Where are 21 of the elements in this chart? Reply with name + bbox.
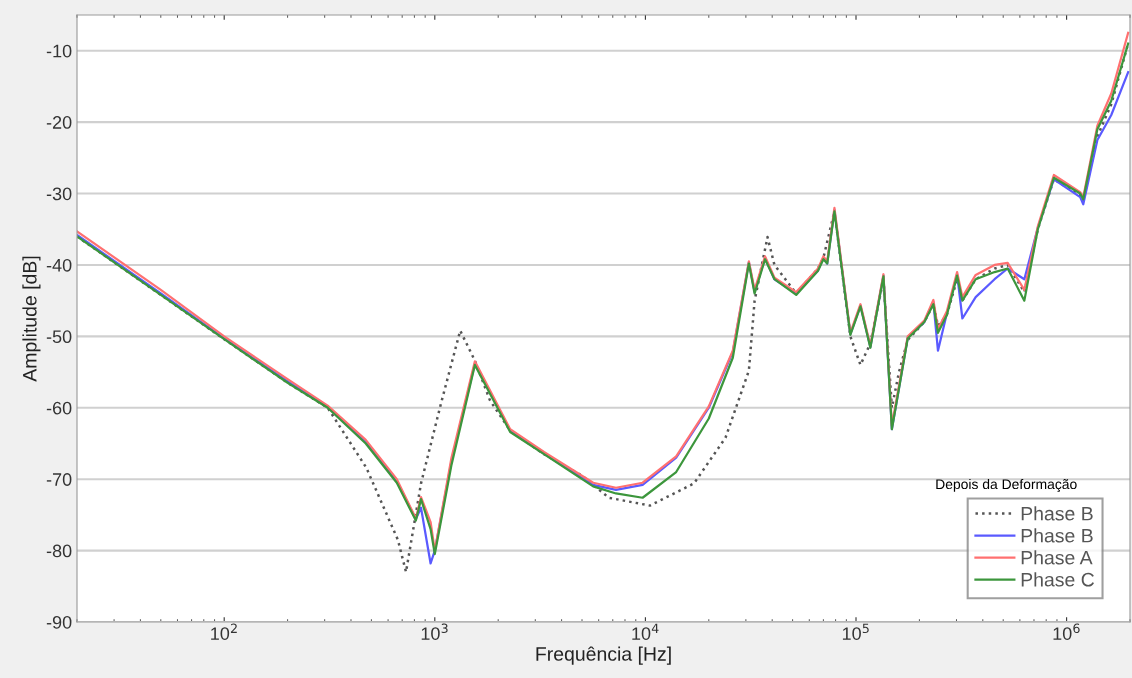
- x-tick-label: 10$^{5}$: [842, 623, 869, 640]
- annotation: Depois da Deformação: [936, 478, 1077, 492]
- x-tick-label: 10$^{4}$: [632, 623, 659, 640]
- legend-label: Phase B: [1021, 506, 1093, 521]
- y-tick-label: -70: [46, 473, 72, 486]
- y-axis-title: Amplitude [dB]: [22, 256, 41, 382]
- y-tick-label: -40: [46, 258, 72, 272]
- x-tick-label: 10$^{3}$: [421, 623, 448, 640]
- y-tick-label: -50: [46, 330, 72, 344]
- y-tick-label: -20: [46, 116, 72, 129]
- y-tick-label: -30: [46, 187, 72, 201]
- y-tick-label: -60: [46, 401, 72, 415]
- x-axis-title: Frequência [Hz]: [536, 646, 671, 665]
- y-tick-label: -10: [46, 44, 72, 58]
- x-tick-label: 10$^{6}$: [1053, 623, 1080, 640]
- x-tick-label: 10$^{2}$: [211, 623, 237, 640]
- legend-label: Phase B: [1021, 528, 1093, 543]
- y-tick-label: -80: [46, 544, 72, 558]
- legend-label: Phase C: [1021, 572, 1095, 587]
- y-tick-label: -90: [46, 615, 72, 629]
- legend-label: Phase A: [1021, 550, 1093, 565]
